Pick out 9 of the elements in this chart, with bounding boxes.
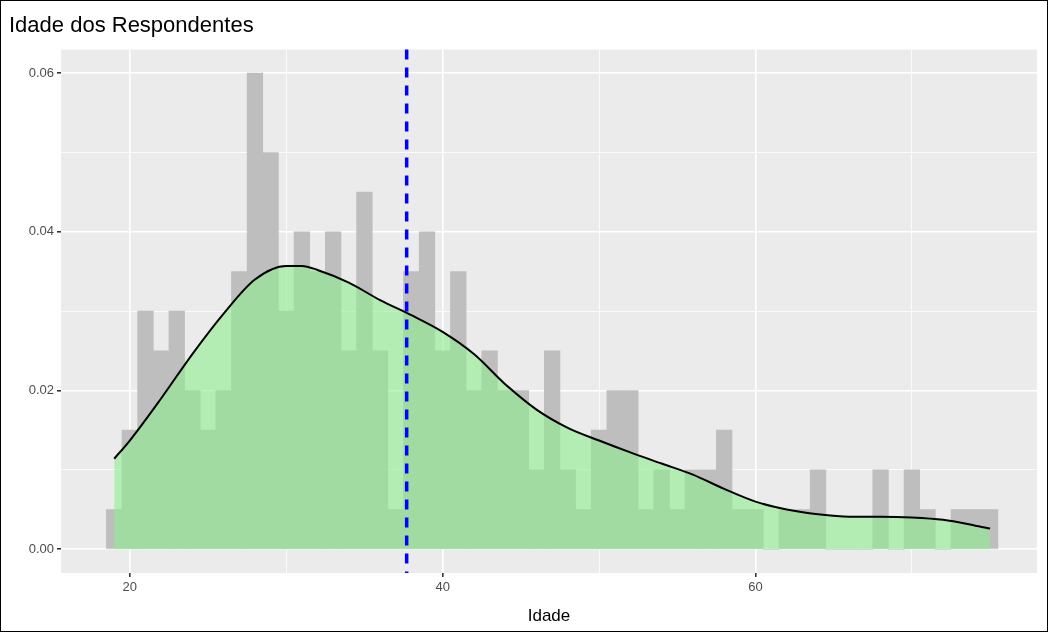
y-tick-label: 0.02 bbox=[28, 382, 54, 398]
x-axis-title: Idade bbox=[527, 606, 571, 626]
chart-title: Idade dos Respondentes bbox=[9, 12, 254, 38]
y-tick-label: 0.00 bbox=[28, 540, 54, 556]
y-tick-label: 0.06 bbox=[28, 64, 54, 80]
y-tick-label: 0.04 bbox=[28, 223, 54, 239]
x-tick-label: 60 bbox=[748, 579, 763, 595]
x-tick-label: 20 bbox=[122, 579, 138, 595]
x-tick-label: 40 bbox=[435, 579, 450, 595]
